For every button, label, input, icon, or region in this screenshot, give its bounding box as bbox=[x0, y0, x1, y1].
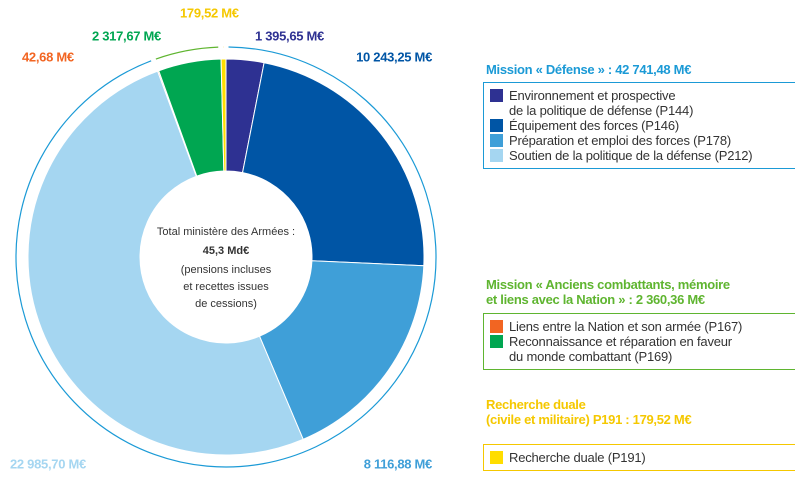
legend-item: Recherche duale (P191) bbox=[490, 450, 795, 465]
value-label: 2 317,67 M€ bbox=[92, 28, 161, 43]
center-text: et recettes issues bbox=[183, 281, 269, 293]
group-title: Mission « Anciens combattants, mémoire e… bbox=[486, 277, 730, 307]
legend-label: Liens entre la Nation et son armée (P167… bbox=[509, 319, 743, 334]
pie-slice bbox=[241, 62, 425, 267]
legend-box: Recherche duale (P191) bbox=[483, 444, 795, 471]
legend-swatch bbox=[490, 149, 503, 162]
legend-item: Reconnaissance et réparation en faveur d… bbox=[490, 334, 795, 364]
group-ring bbox=[15, 46, 437, 468]
pie-slice bbox=[258, 260, 425, 441]
group-title: Mission « Défense » : 42 741,48 M€ bbox=[486, 62, 692, 77]
group-title: Recherche duale (civile et militaire) P1… bbox=[486, 397, 692, 427]
legend-swatch bbox=[490, 320, 503, 333]
legend-label: Reconnaissance et réparation en faveur d… bbox=[509, 334, 732, 364]
legend-label: Préparation et emploi des forces (P178) bbox=[509, 133, 731, 148]
group-ring bbox=[155, 46, 219, 60]
pie-slice bbox=[27, 70, 304, 456]
value-label: 22 985,70 M€ bbox=[10, 456, 86, 471]
value-label: 179,52 M€ bbox=[180, 5, 239, 20]
legend-item: Soutien de la politique de la défense (P… bbox=[490, 148, 795, 163]
legend-swatch bbox=[490, 335, 503, 348]
pie-slice bbox=[220, 58, 227, 172]
center-text: de cessions) bbox=[195, 298, 257, 310]
center-text: (pensions incluses bbox=[181, 264, 272, 276]
value-label: 8 116,88 M€ bbox=[364, 456, 432, 471]
legend-label: Environnement et prospective de la polit… bbox=[509, 88, 694, 118]
legend-label: Équipement des forces (P146) bbox=[509, 118, 679, 133]
legend-swatch bbox=[490, 89, 503, 102]
legend-item: Environnement et prospective de la polit… bbox=[490, 88, 795, 118]
legend-item: Préparation et emploi des forces (P178) bbox=[490, 133, 795, 148]
center-text: 45,3 Md€ bbox=[203, 245, 249, 257]
legend-box: Environnement et prospective de la polit… bbox=[483, 82, 795, 169]
value-label: 10 243,25 M€ bbox=[356, 49, 432, 64]
legend-swatch bbox=[490, 134, 503, 147]
legend-item: Équipement des forces (P146) bbox=[490, 118, 795, 133]
legend-swatch bbox=[490, 451, 503, 464]
legend-label: Soutien de la politique de la défense (P… bbox=[509, 148, 753, 163]
center-text: Total ministère des Armées : bbox=[157, 226, 295, 238]
legend-box: Liens entre la Nation et son armée (P167… bbox=[483, 313, 795, 370]
legend-item: Liens entre la Nation et son armée (P167… bbox=[490, 319, 795, 334]
value-label: 1 395,65 M€ bbox=[255, 28, 324, 43]
legend-swatch bbox=[490, 119, 503, 132]
value-label: 42,68 M€ bbox=[22, 49, 74, 64]
legend-label: Recherche duale (P191) bbox=[509, 450, 646, 465]
